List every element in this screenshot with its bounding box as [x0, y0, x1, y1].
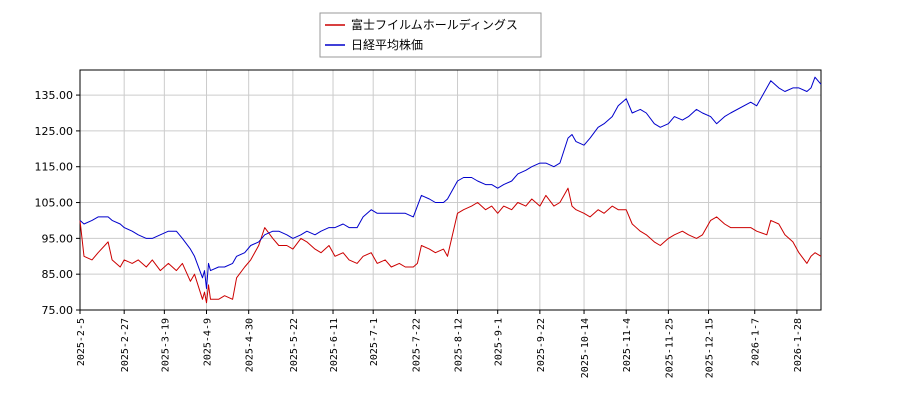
y-tick-label: 135.00: [35, 89, 74, 102]
x-tick-label: 2025-2-5: [76, 318, 87, 366]
x-tick-label: 2025-12-15: [705, 318, 716, 378]
series-line-nikkei: [79, 76, 822, 289]
x-tick-label: 2025-11-4: [622, 318, 633, 372]
x-tick-label: 2025-3-19: [160, 318, 171, 372]
x-tick-label: 2025-5-22: [289, 318, 300, 372]
x-tick-label: 2026-1-28: [793, 318, 804, 372]
x-tick-label: 2025-7-22: [411, 318, 422, 372]
x-tick-label: 2025-11-25: [664, 318, 675, 378]
x-tick-label: 2025-6-11: [329, 318, 340, 372]
x-tick-label: 2025-7-1: [369, 318, 380, 366]
y-tick-label: 95.00: [42, 232, 74, 245]
legend-label-nikkei: 日経平均株価: [351, 37, 423, 52]
x-tick-label: 2025-4-9: [203, 318, 214, 366]
grid: [79, 70, 821, 310]
series-layer: [79, 76, 822, 304]
y-tick-label: 105.00: [35, 197, 74, 210]
x-tick-label: 2025-9-22: [536, 318, 547, 372]
y-tick-label: 75.00: [42, 304, 74, 317]
legend-label-fujifilm: 富士フイルムホールディングス: [351, 17, 518, 32]
x-tick-label: 2025-2-27: [120, 318, 131, 372]
x-tick-label: 2026-1-7: [751, 318, 762, 366]
legend: 富士フイルムホールディングス 日経平均株価: [319, 12, 542, 58]
x-tick-label: 2025-8-12: [454, 318, 465, 372]
plot-frame: [79, 69, 822, 311]
x-tick-label: 2025-10-14: [580, 318, 591, 378]
y-axis: 75.00 85.00 95.00 105.00 115.00 125.00 135.00: [35, 89, 80, 317]
series-line-fujifilm: [79, 187, 822, 304]
x-axis: 2025-2-5 2025-2-27 2025-3-19 2025-4-9 2025-4…: [76, 310, 804, 378]
y-tick-label: 85.00: [42, 268, 74, 281]
legend-box: [319, 12, 542, 58]
y-tick-label: 115.00: [35, 161, 74, 174]
x-tick-label: 2025-9-1: [494, 318, 505, 366]
x-tick-label: 2025-4-30: [245, 318, 256, 372]
y-tick-label: 125.00: [35, 125, 74, 138]
